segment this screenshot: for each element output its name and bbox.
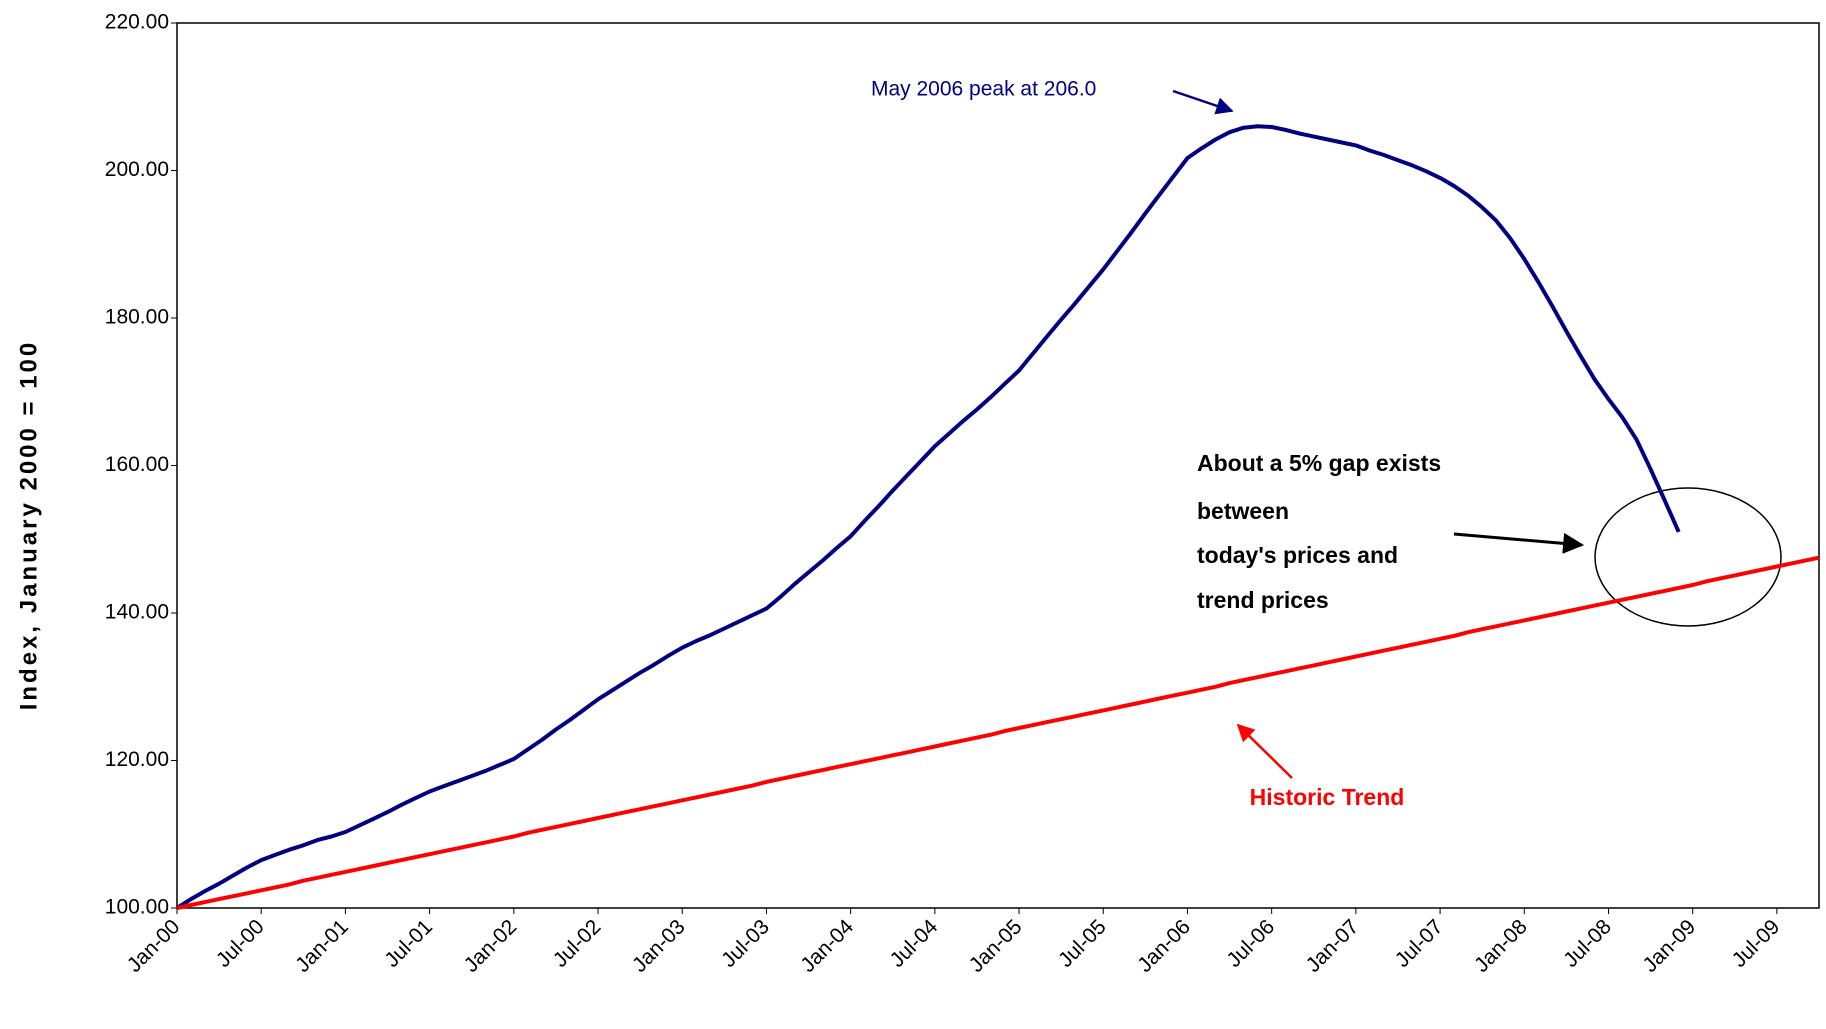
x-tick-label: Jan-03 — [628, 915, 690, 977]
gap-arrow — [1453, 532, 1585, 554]
gap-annotation: today's prices and — [1197, 542, 1398, 568]
x-tick-label: Jan-09 — [1638, 915, 1700, 977]
y-tick-label: 220.00 — [105, 11, 169, 34]
y-axis-label: Index, January 2000 = 100 — [15, 340, 42, 711]
x-tick-label: Jul-00 — [212, 915, 269, 972]
gap-annotation: between — [1197, 498, 1289, 524]
x-tick-label: Jan-05 — [965, 915, 1027, 977]
gap-annotation: About a 5% gap exists — [1197, 450, 1441, 476]
y-tick-label: 160.00 — [105, 453, 169, 476]
y-tick-label: 200.00 — [105, 158, 169, 181]
trend-annotation: Historic Trend — [1250, 784, 1405, 810]
y-tick-label: 120.00 — [105, 748, 169, 771]
plot-frame — [176, 22, 1820, 909]
x-tick-label: Jul-04 — [886, 915, 943, 972]
x-tick-label: Jul-05 — [1054, 915, 1111, 972]
x-tick-label: Jan-06 — [1133, 915, 1195, 977]
x-tick-label: Jan-08 — [1470, 915, 1532, 977]
series-line — [175, 124, 1681, 910]
trend-arrow — [1236, 723, 1293, 779]
x-tick-label: Jan-04 — [796, 915, 858, 977]
x-tick-label: Jul-02 — [549, 915, 606, 972]
x-tick-label: Jul-06 — [1222, 915, 1279, 972]
peak-arrow — [1172, 89, 1234, 115]
x-tick-label: Jan-07 — [1302, 915, 1364, 977]
gap-annotation: trend prices — [1197, 587, 1329, 613]
y-tick-label: 180.00 — [105, 306, 169, 329]
x-tick-label: Jul-09 — [1728, 915, 1785, 972]
x-tick-label: Jan-00 — [123, 915, 185, 977]
y-tick-label: 100.00 — [105, 896, 169, 919]
x-tick-label: Jan-02 — [460, 915, 522, 977]
gap-circle — [1594, 487, 1782, 627]
x-tick-label: Jul-03 — [717, 915, 774, 972]
x-tick-label: Jul-07 — [1391, 915, 1448, 972]
series-line — [176, 555, 1820, 910]
y-tick-label: 140.00 — [105, 601, 169, 624]
peak-annotation: May 2006 peak at 206.0 — [871, 78, 1096, 101]
x-tick-label: Jul-08 — [1559, 915, 1616, 972]
x-tick-label: Jul-01 — [380, 915, 437, 972]
x-tick-label: Jan-01 — [291, 915, 353, 977]
